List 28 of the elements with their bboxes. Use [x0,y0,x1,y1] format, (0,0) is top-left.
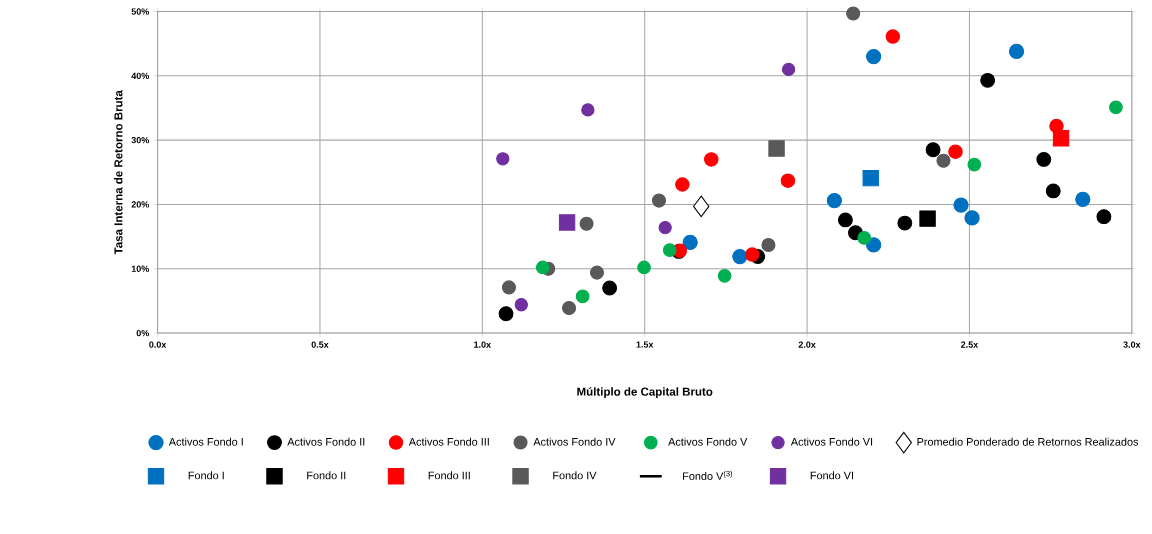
x-axis-title: Múltiplo de Capital Bruto [577,387,713,399]
x-tick-label: 3.0x [1123,341,1141,348]
legend-label: Activos Fondo III [408,437,489,446]
x-tick-label: 0.5x [311,341,329,348]
x-tick-label: 2.0x [798,341,816,348]
y-tick-label: 40% [131,72,149,80]
legend-label: Activos Fondo IV [533,437,616,446]
y-tick-label: 50% [131,8,149,15]
x-tick-label: 2.5x [961,341,979,348]
legend-label: Activos Fondo VI [790,437,873,446]
legend-label: Fondo V$^{(3)}$ [683,470,733,481]
y-tick-label: 10% [131,265,149,273]
legend-label: Fondo II [307,471,346,480]
legend-label: Fondo VI [810,471,854,480]
y-axis-title: Tasa Interna de Retorno Bruta [114,90,123,255]
x-tick-label: 1.5x [636,341,654,348]
legend-label: Fondo IV [553,471,597,480]
legend-label: Activos Fondo V [668,437,748,446]
x-tick-label: 0.0x [149,341,167,348]
y-tick-label: 30% [131,137,149,144]
y-tick-label: 0% [136,330,149,337]
legend-label: Fondo III [428,471,470,480]
legend-label: Activos Fondo II [287,437,365,446]
legend-label: Fondo I [188,471,224,480]
x-tick-label: 1.0x [474,341,491,348]
legend-label: Promedio Ponderado de Retornos Realizados [917,437,1139,446]
legend-label: Activos Fondo I [168,437,243,446]
y-tick-label: 20% [131,201,149,208]
